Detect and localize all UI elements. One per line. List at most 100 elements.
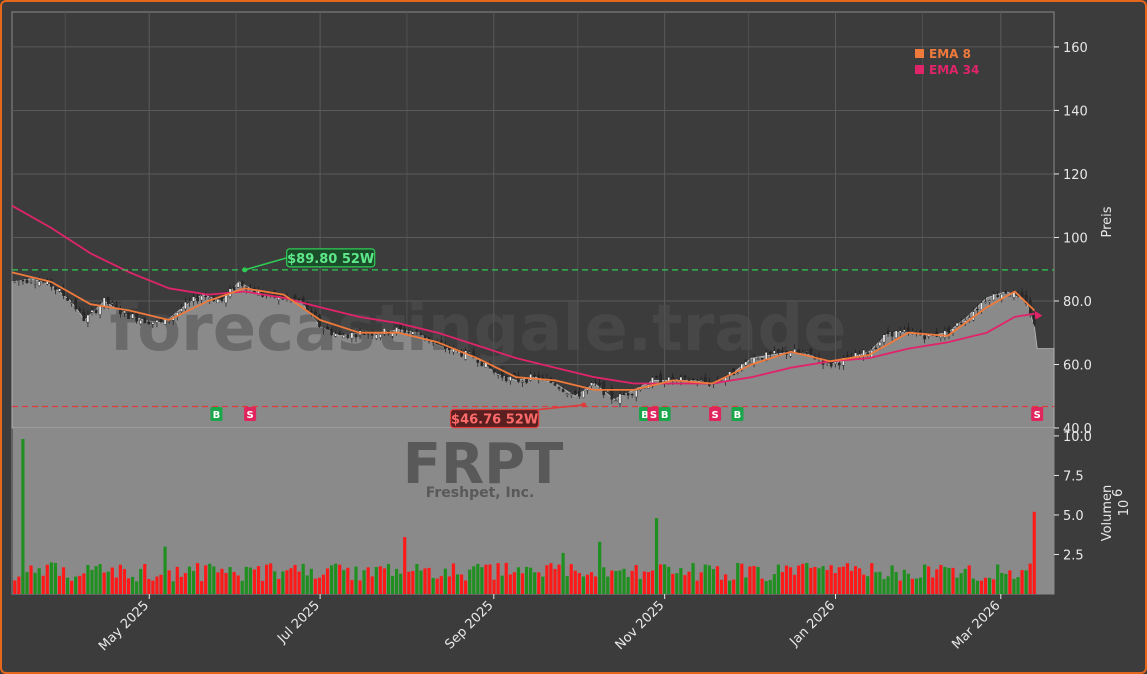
candle-down (1020, 292, 1024, 297)
candle-up (529, 374, 532, 381)
volume-tick-label: 2.5 (1063, 548, 1084, 563)
candle-down (533, 375, 536, 377)
candle-down (655, 376, 658, 378)
candle-down (578, 391, 581, 397)
candle-up (322, 328, 325, 331)
low-52w-label: $46.76 52W (451, 413, 538, 428)
volume-bar-up (918, 577, 923, 594)
candle-down (907, 327, 910, 332)
volume-bar-down (297, 571, 301, 594)
volume-bar-down (849, 570, 854, 594)
candle-up (102, 297, 106, 308)
candle-down (492, 369, 496, 373)
candle-up (773, 350, 776, 354)
volume-bar-down (114, 577, 118, 594)
candle-down (874, 347, 878, 349)
candle-down (959, 322, 963, 325)
candle-down (78, 309, 82, 311)
volume-bar-down (435, 578, 439, 594)
candle-down (415, 329, 419, 332)
ema34-arrow (1034, 310, 1043, 320)
volume-bar-up (618, 570, 622, 594)
volume-bar-down (289, 568, 293, 594)
candle-down (797, 349, 800, 353)
volume-bar-down (484, 564, 488, 594)
volume-bar-up (703, 564, 707, 594)
volume-tick-label: 7.5 (1063, 469, 1084, 484)
volume-bar-up (74, 576, 78, 594)
legend-swatch-ema8 (915, 49, 924, 58)
volume-bar-up (602, 567, 606, 594)
candle-down (354, 334, 358, 338)
volume-bar-down (788, 567, 793, 594)
sell-signal (709, 407, 722, 421)
volume-bar-up (163, 546, 167, 594)
volume-bar-down (520, 573, 525, 594)
volume-bar-up (86, 564, 90, 594)
volume-bar-down (126, 578, 131, 594)
candle-up (805, 350, 809, 353)
volume-bar-down (931, 577, 935, 594)
candle-up (192, 296, 195, 302)
volume-bar-down (695, 580, 699, 594)
candle-down (309, 311, 313, 313)
candle-down (500, 370, 504, 378)
volume-bar-up (768, 579, 772, 594)
price-tick-label: 120 (1063, 168, 1088, 183)
volume-bar-up (663, 564, 667, 594)
volume-bar-down (346, 567, 350, 594)
candle-up (200, 295, 203, 301)
buy-signal (658, 407, 671, 421)
price-axis-label: Preis (1100, 206, 1115, 237)
candle-down (74, 299, 78, 310)
candle-down (626, 392, 630, 396)
volume-bar-down (325, 568, 330, 594)
volume-bar-down (151, 580, 155, 594)
candle-down (240, 282, 244, 286)
volume-bar-down (723, 574, 728, 594)
candle-up (898, 330, 902, 334)
candle-down (846, 355, 849, 357)
volume-bar-down (642, 571, 646, 594)
volume-bar-down (719, 579, 724, 594)
volume-bar-down (256, 566, 261, 594)
volume-bar-down (853, 566, 858, 594)
low-52w-label-box (450, 408, 540, 429)
candle-up (70, 302, 73, 304)
volume-bar-down (825, 570, 829, 594)
candle-up (675, 378, 679, 380)
volume-bar-down (983, 577, 988, 594)
volume-bar-up (667, 566, 671, 594)
volume-bar-down (752, 565, 756, 594)
volume-bar-up (1012, 578, 1016, 594)
candle-down (768, 352, 772, 354)
candle-down (82, 311, 86, 321)
volume-bar-down (630, 570, 634, 594)
candle-up (383, 328, 386, 335)
ema8-line (11, 271, 1036, 391)
volume-bar-down (699, 572, 703, 594)
volume-bar-down (57, 575, 62, 594)
candle-up (350, 332, 354, 339)
volume-bar-down (979, 580, 984, 594)
volume-bar-down (439, 576, 443, 594)
candle-up (902, 329, 906, 332)
volume-bar-up (894, 572, 898, 594)
volume-bar-down (577, 573, 581, 594)
volume-bar-down (232, 571, 236, 594)
volume-bar-down (557, 564, 561, 594)
candle-down (504, 375, 508, 382)
volume-bar-up (362, 570, 366, 594)
volume-bar-down (740, 563, 744, 594)
candle-down (1004, 290, 1008, 294)
candle-up (33, 283, 37, 285)
volume-bar-up (638, 578, 642, 594)
candle-down (557, 387, 561, 389)
candle-down (610, 388, 614, 400)
candle-down (338, 333, 342, 335)
volume-bar-down (252, 569, 257, 594)
volume-bar-down (992, 579, 996, 594)
volume-bar-up (228, 567, 232, 594)
volume-bar-down (492, 579, 496, 594)
volume-bar-down (496, 563, 500, 594)
